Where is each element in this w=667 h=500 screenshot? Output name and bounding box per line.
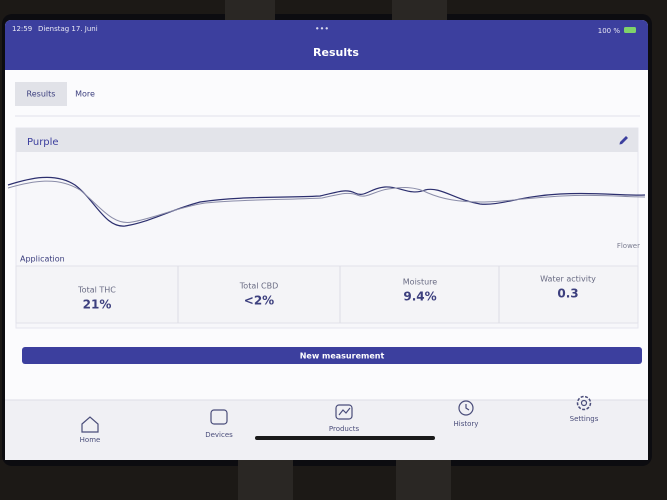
- devices-icon[interactable]: [210, 409, 228, 425]
- status-battery: 100 %: [598, 27, 621, 35]
- metric-label: Water activity: [540, 275, 596, 284]
- metric-value: 9.4%: [403, 290, 436, 304]
- battery-icon: [624, 27, 636, 33]
- spectrum-line: [7, 176, 646, 227]
- nav-label[interactable]: Home: [80, 436, 101, 444]
- settings-icon[interactable]: [576, 395, 592, 411]
- spectrum-line: [7, 180, 646, 223]
- nav-label[interactable]: Settings: [570, 415, 599, 423]
- section-label: Application: [20, 255, 65, 264]
- home-indicator: [255, 436, 435, 440]
- bottom-nav: [5, 400, 648, 460]
- card-title: Purple: [27, 137, 59, 148]
- status-date: Dienstag 17. Juni: [38, 25, 98, 33]
- home-icon[interactable]: [81, 416, 99, 433]
- status-time: 12:59: [12, 25, 32, 33]
- chart-label: Flower: [617, 242, 640, 250]
- app-header: [5, 20, 648, 70]
- holder: [396, 455, 451, 500]
- settings-icon[interactable]: [580, 399, 588, 407]
- header-title: Results: [313, 46, 359, 59]
- metrics: [15, 265, 639, 324]
- new-measurement-button[interactable]: [22, 347, 642, 364]
- edit-icon[interactable]: [619, 136, 629, 145]
- metric-value: <2%: [244, 294, 274, 308]
- nav-label[interactable]: Products: [329, 425, 360, 433]
- tab[interactable]: Results: [27, 90, 56, 99]
- nav-label[interactable]: Devices: [205, 431, 233, 439]
- tab[interactable]: More: [75, 90, 95, 99]
- multitask-dots: •••: [315, 25, 329, 34]
- tab-selected: [15, 82, 67, 106]
- products-icon[interactable]: [335, 404, 353, 420]
- products-icon[interactable]: [338, 407, 351, 416]
- metric-value: 21%: [83, 298, 112, 312]
- card-header: [16, 128, 638, 152]
- metric-label: Total CBD: [239, 282, 278, 291]
- button-label[interactable]: New measurement: [300, 352, 385, 361]
- holder: [238, 455, 293, 500]
- history-icon[interactable]: [458, 400, 474, 416]
- metric-value: 0.3: [557, 287, 578, 301]
- metric-label: Total THC: [77, 286, 116, 295]
- metric-label: Moisture: [403, 278, 438, 287]
- nav-label[interactable]: History: [454, 420, 479, 428]
- metrics-row: [15, 265, 639, 324]
- history-icon[interactable]: [465, 404, 470, 411]
